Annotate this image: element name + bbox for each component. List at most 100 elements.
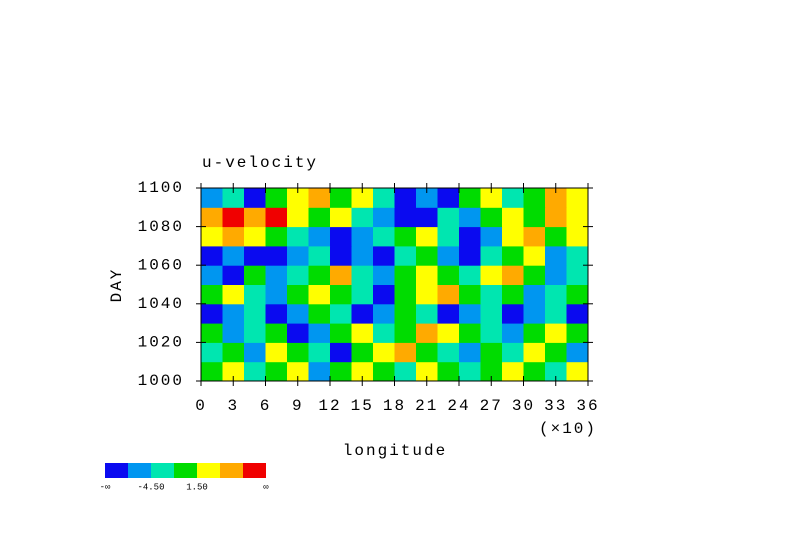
cell — [373, 188, 395, 208]
chart-title: u-velocity — [202, 154, 318, 172]
cell — [222, 188, 245, 208]
cell — [502, 303, 524, 324]
cell — [480, 284, 503, 305]
cell — [437, 323, 460, 343]
cell — [351, 245, 374, 266]
colorbar-box — [128, 463, 151, 478]
cell — [480, 265, 503, 285]
x-tick-label: 36 — [576, 397, 599, 415]
cell — [459, 323, 481, 343]
cell — [394, 188, 417, 208]
x-tick-label: 30 — [512, 397, 535, 415]
cell — [394, 226, 417, 247]
cell — [416, 188, 438, 208]
colorbar-box — [151, 463, 174, 478]
cell — [287, 361, 309, 382]
cell — [437, 188, 460, 208]
cell — [265, 303, 288, 324]
cell — [201, 342, 223, 363]
cell — [222, 226, 245, 247]
cell — [502, 284, 524, 305]
cell — [373, 226, 395, 247]
cell — [545, 303, 567, 324]
cell — [330, 303, 352, 324]
cell — [523, 303, 546, 324]
cell — [308, 284, 331, 305]
x-tick-label: 0 — [195, 397, 207, 415]
cell — [480, 207, 503, 228]
cell — [373, 207, 395, 228]
cell — [351, 342, 374, 363]
cell — [545, 226, 567, 247]
cell — [394, 361, 417, 382]
cell — [394, 284, 417, 305]
y-tick-label: 1040 — [138, 295, 184, 313]
cell — [459, 188, 481, 208]
cell — [437, 226, 460, 247]
cell — [330, 207, 352, 228]
cell — [373, 265, 395, 285]
cell — [265, 226, 288, 247]
cell — [201, 188, 223, 208]
cell — [523, 207, 546, 228]
cell — [416, 323, 438, 343]
cell — [523, 265, 546, 285]
y-tick-label: 1060 — [138, 256, 184, 274]
cell — [287, 342, 309, 363]
cell — [394, 342, 417, 363]
cell — [222, 265, 245, 285]
cell — [502, 323, 524, 343]
cell — [566, 284, 589, 305]
cell — [373, 303, 395, 324]
cell — [523, 226, 546, 247]
colorbar-label: -4.50 — [137, 482, 164, 492]
cell — [201, 323, 223, 343]
cell — [459, 361, 481, 382]
cell — [308, 303, 331, 324]
colorbar-label: -∞ — [100, 482, 111, 492]
cell — [566, 226, 589, 247]
cell — [416, 265, 438, 285]
cell — [201, 226, 223, 247]
cell — [502, 342, 524, 363]
cell — [416, 207, 438, 228]
cell — [201, 207, 223, 228]
x-tick-label: 27 — [480, 397, 503, 415]
cell — [330, 323, 352, 343]
cell — [480, 342, 503, 363]
cell — [437, 342, 460, 363]
cell — [545, 245, 567, 266]
cell — [330, 188, 352, 208]
cell — [437, 265, 460, 285]
cell — [416, 361, 438, 382]
cell — [545, 188, 567, 208]
cell — [244, 361, 266, 382]
cell — [523, 188, 546, 208]
cell — [545, 361, 567, 382]
cell — [523, 245, 546, 266]
cell — [222, 207, 245, 228]
cell — [308, 323, 331, 343]
cell — [459, 226, 481, 247]
cell — [480, 361, 503, 382]
cell — [244, 342, 266, 363]
cell — [244, 265, 266, 285]
colorbar-box — [174, 463, 197, 478]
cell — [523, 323, 546, 343]
cell — [308, 265, 331, 285]
cell — [480, 245, 503, 266]
cell — [437, 207, 460, 228]
cell — [244, 207, 266, 228]
cell — [330, 265, 352, 285]
cell — [416, 342, 438, 363]
cell — [287, 303, 309, 324]
cell — [265, 188, 288, 208]
cell — [394, 207, 417, 228]
cell — [566, 245, 589, 266]
cell — [308, 245, 331, 266]
colorbar-label: 1.50 — [186, 482, 208, 492]
cell — [502, 188, 524, 208]
y-tick-label: 1000 — [138, 372, 184, 390]
cell — [287, 323, 309, 343]
cell — [437, 361, 460, 382]
